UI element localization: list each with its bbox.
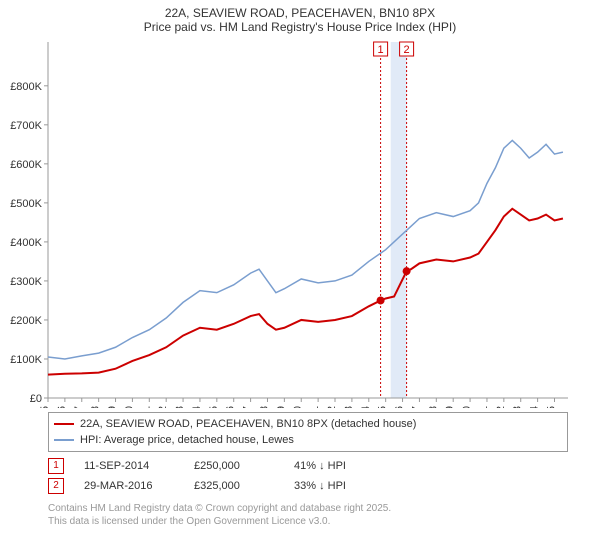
legend-label: HPI: Average price, detached house, Lewe… [80,432,294,448]
transaction-date: 29-MAR-2016 [84,476,174,496]
svg-text:£700K: £700K [10,120,42,132]
svg-text:2000: 2000 [123,406,135,408]
svg-text:2015: 2015 [377,406,389,408]
transaction-row: 1 11-SEP-2014 £250,000 41% ↓ HPI [48,456,568,476]
svg-text:2013: 2013 [343,406,355,408]
svg-text:£100K: £100K [10,354,42,366]
transaction-marker-icon: 1 [48,458,64,474]
legend-label: 22A, SEAVIEW ROAD, PEACEHAVEN, BN10 8PX … [80,416,416,432]
svg-text:2006: 2006 [225,406,237,408]
svg-text:2014: 2014 [360,406,372,408]
footnote-line: This data is licensed under the Open Gov… [48,515,568,528]
svg-text:1: 1 [378,44,384,56]
svg-text:2023: 2023 [512,406,524,408]
svg-text:2005: 2005 [208,406,220,408]
svg-text:£200K: £200K [10,315,42,327]
title-address: 22A, SEAVIEW ROAD, PEACEHAVEN, BN10 8PX [10,6,590,20]
svg-text:1999: 1999 [107,406,119,408]
transaction-row: 2 29-MAR-2016 £325,000 33% ↓ HPI [48,476,568,496]
title-subtitle: Price paid vs. HM Land Registry's House … [10,20,590,34]
chart-legend: 22A, SEAVIEW ROAD, PEACEHAVEN, BN10 8PX … [48,412,568,452]
transaction-price: £325,000 [194,476,274,496]
svg-text:2020: 2020 [461,406,473,408]
chart-title-block: 22A, SEAVIEW ROAD, PEACEHAVEN, BN10 8PX … [0,0,600,36]
svg-text:£500K: £500K [10,198,42,210]
transaction-delta: 33% ↓ HPI [294,476,346,496]
svg-text:£300K: £300K [10,276,42,288]
svg-text:£800K: £800K [10,81,42,93]
svg-text:1997: 1997 [73,406,85,408]
svg-text:1995: 1995 [39,406,51,408]
svg-text:2025: 2025 [545,406,557,408]
svg-text:2017: 2017 [410,406,422,408]
price-chart: £0 £100K £200K £300K £400K £500K £600K £700K £80… [0,36,600,408]
svg-text:£400K: £400K [10,237,42,249]
svg-text:2004: 2004 [191,406,203,408]
svg-text:£600K: £600K [10,159,42,171]
svg-text:2009: 2009 [275,406,287,408]
svg-text:2012: 2012 [326,406,338,408]
svg-text:2022: 2022 [495,406,507,408]
transaction-date: 11-SEP-2014 [84,456,174,476]
svg-text:1998: 1998 [90,406,102,408]
transaction-delta: 41% ↓ HPI [294,456,346,476]
svg-text:2021: 2021 [478,406,490,408]
svg-text:2010: 2010 [292,406,304,408]
copyright-footnote: Contains HM Land Registry data © Crown c… [48,502,568,528]
transactions-table: 1 11-SEP-2014 £250,000 41% ↓ HPI 2 29-MA… [48,456,568,496]
footnote-line: Contains HM Land Registry data © Crown c… [48,502,568,515]
legend-swatch-blue [54,439,74,441]
legend-item: HPI: Average price, detached house, Lewe… [54,432,562,448]
svg-text:2007: 2007 [242,406,254,408]
svg-text:£0: £0 [30,393,42,405]
svg-text:2016: 2016 [394,406,406,408]
transaction-price: £250,000 [194,456,274,476]
svg-text:2019: 2019 [444,406,456,408]
legend-item: 22A, SEAVIEW ROAD, PEACEHAVEN, BN10 8PX … [54,416,562,432]
svg-text:2001: 2001 [140,406,152,408]
svg-text:2003: 2003 [174,406,186,408]
svg-text:2: 2 [404,44,410,56]
legend-swatch-red [54,423,74,425]
transaction-marker-icon: 2 [48,478,64,494]
svg-text:1996: 1996 [56,406,68,408]
svg-text:2008: 2008 [258,406,270,408]
svg-text:2011: 2011 [309,406,321,408]
svg-text:2024: 2024 [529,406,541,408]
svg-text:2002: 2002 [157,406,169,408]
svg-text:2018: 2018 [427,406,439,408]
